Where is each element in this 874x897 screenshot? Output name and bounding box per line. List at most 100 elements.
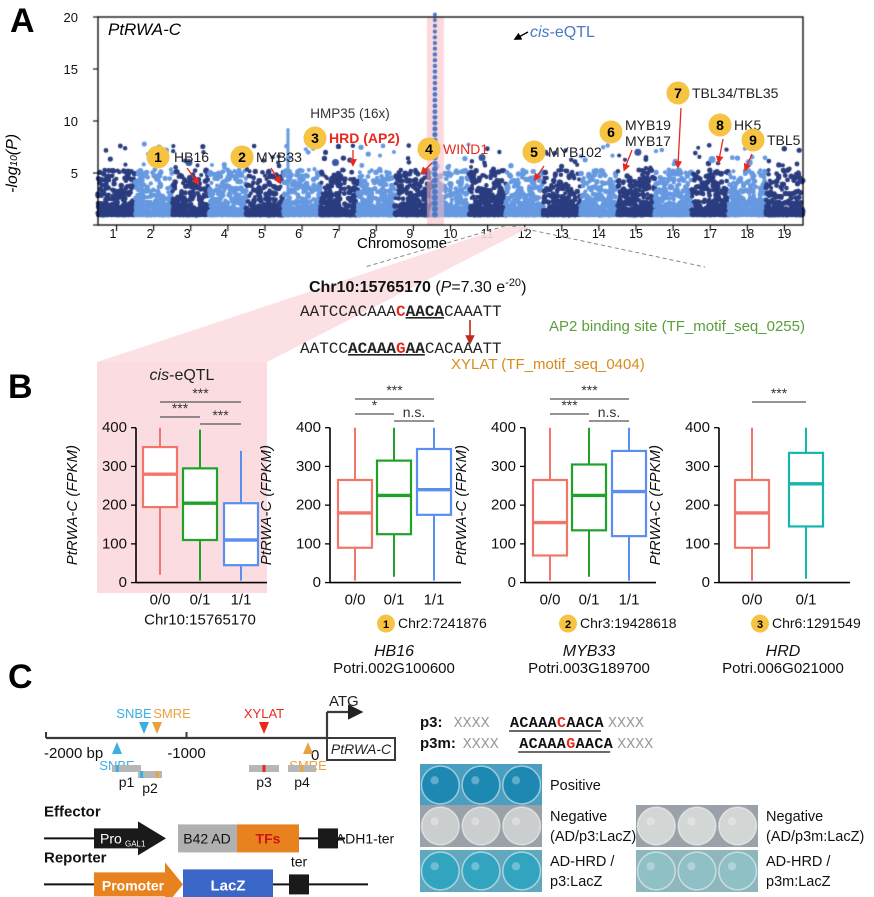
- svg-text:1/1: 1/1: [424, 592, 445, 609]
- svg-text:Potri.002G100600: Potri.002G100600: [333, 660, 455, 677]
- svg-text:1/1: 1/1: [231, 592, 252, 609]
- svg-text:HRD: HRD: [766, 643, 801, 660]
- svg-text:C: C: [557, 715, 566, 732]
- svg-text:C: C: [594, 736, 603, 753]
- svg-text:p4: p4: [294, 774, 310, 790]
- svg-text:A: A: [547, 736, 556, 753]
- svg-text:XXXX: XXXX: [617, 736, 653, 753]
- svg-text:Promoter: Promoter: [102, 877, 165, 893]
- svg-text:XXXX: XXXX: [463, 736, 499, 753]
- svg-text:0/1: 0/1: [384, 592, 405, 609]
- svg-text:A: A: [557, 736, 566, 753]
- svg-text:100: 100: [296, 535, 321, 552]
- svg-text:PtRWA-C: PtRWA-C: [331, 741, 392, 757]
- svg-text:1/1: 1/1: [619, 592, 640, 609]
- svg-text:0: 0: [508, 574, 516, 591]
- svg-text:Positive: Positive: [550, 778, 601, 794]
- svg-text:G: G: [566, 736, 575, 753]
- svg-text:-1000: -1000: [167, 745, 205, 762]
- svg-text:p1: p1: [119, 774, 135, 790]
- svg-text:C: C: [519, 715, 528, 732]
- svg-text:PtRWA-C (FPKM): PtRWA-C (FPKM): [453, 445, 470, 565]
- svg-text:A: A: [576, 715, 585, 732]
- svg-text:MYB33: MYB33: [563, 643, 616, 660]
- svg-text:200: 200: [685, 497, 710, 514]
- svg-text:300: 300: [685, 458, 710, 475]
- svg-text:Chr2:7241876: Chr2:7241876: [398, 615, 487, 631]
- svg-text:200: 200: [491, 497, 516, 514]
- svg-text:A: A: [566, 715, 575, 732]
- svg-text:1: 1: [383, 619, 389, 631]
- svg-text:XXXX: XXXX: [454, 715, 490, 732]
- svg-text:C: C: [529, 736, 538, 753]
- svg-text:AATCCACAAACAACACAAATT: AATCCACAAACAACACAAATT: [300, 303, 502, 321]
- svg-text:SNBE: SNBE: [116, 706, 152, 721]
- svg-text:0/0: 0/0: [742, 592, 763, 609]
- svg-text:Chr3:19428618: Chr3:19428618: [580, 615, 677, 631]
- svg-text:p2: p2: [142, 780, 158, 796]
- svg-text:400: 400: [685, 419, 710, 436]
- svg-text:A: A: [510, 715, 519, 732]
- svg-text:B42 AD: B42 AD: [183, 830, 230, 846]
- svg-text:***: ***: [386, 382, 403, 398]
- svg-text:100: 100: [102, 535, 127, 552]
- svg-text:XXXX: XXXX: [608, 715, 644, 732]
- svg-text:***: ***: [212, 407, 229, 423]
- svg-text:cis-eQTL: cis-eQTL: [150, 367, 215, 384]
- svg-text:400: 400: [491, 419, 516, 436]
- svg-text:SMRE: SMRE: [153, 706, 191, 721]
- svg-text:n.s.: n.s.: [598, 404, 621, 420]
- svg-text:300: 300: [491, 458, 516, 475]
- svg-text:p3: p3: [256, 774, 272, 790]
- svg-text:A: A: [604, 736, 613, 753]
- svg-text:0: 0: [702, 574, 710, 591]
- svg-text:PtRWA-C (FPKM): PtRWA-C (FPKM): [258, 445, 275, 565]
- svg-text:Potri.006G021000: Potri.006G021000: [722, 660, 844, 677]
- svg-text:(AD/p3m:LacZ): (AD/p3m:LacZ): [766, 829, 864, 845]
- svg-text:A: A: [548, 715, 557, 732]
- svg-text:300: 300: [296, 458, 321, 475]
- svg-text:***: ***: [172, 400, 189, 416]
- svg-text:Negative: Negative: [550, 809, 607, 825]
- svg-text:A: A: [538, 715, 547, 732]
- svg-text:A: A: [519, 736, 528, 753]
- svg-text:AP2 binding site (TF_motif_seq: AP2 binding site (TF_motif_seq_0255): [549, 318, 805, 335]
- svg-text:A: A: [585, 736, 594, 753]
- svg-text:0: 0: [119, 574, 127, 591]
- svg-text:Potri.003G189700: Potri.003G189700: [528, 660, 650, 677]
- svg-text:AD-HRD /: AD-HRD /: [550, 854, 615, 870]
- svg-text:200: 200: [296, 497, 321, 514]
- svg-text:GAL1: GAL1: [125, 839, 146, 848]
- svg-text:200: 200: [102, 497, 127, 514]
- svg-text:p3:: p3:: [420, 714, 443, 731]
- svg-text:TFs: TFs: [256, 830, 281, 846]
- svg-text:0/1: 0/1: [579, 592, 600, 609]
- svg-text:PtRWA-C (FPKM): PtRWA-C (FPKM): [647, 445, 664, 565]
- svg-text:Effector: Effector: [44, 803, 101, 820]
- svg-text:-2000 bp: -2000 bp: [44, 745, 103, 762]
- svg-text:0/1: 0/1: [190, 592, 211, 609]
- svg-text:***: ***: [192, 385, 209, 401]
- svg-text:0/0: 0/0: [540, 592, 561, 609]
- svg-text:***: ***: [561, 397, 578, 413]
- svg-text:A: A: [538, 736, 547, 753]
- svg-text:ter: ter: [291, 853, 308, 869]
- svg-text:100: 100: [491, 535, 516, 552]
- svg-text:ATG: ATG: [329, 693, 359, 710]
- svg-text:0/0: 0/0: [150, 592, 171, 609]
- svg-text:p3m:: p3m:: [420, 735, 456, 752]
- svg-text:Pro: Pro: [100, 830, 122, 846]
- svg-text:400: 400: [102, 419, 127, 436]
- svg-text:Reporter: Reporter: [44, 849, 107, 866]
- svg-text:Negative: Negative: [766, 809, 823, 825]
- svg-text:400: 400: [296, 419, 321, 436]
- svg-text:0: 0: [313, 574, 321, 591]
- svg-text:A: A: [576, 736, 585, 753]
- svg-text:3: 3: [757, 619, 763, 631]
- svg-text:*: *: [372, 397, 378, 413]
- svg-text:Chr10:15765170 (P=7.30 e-20): Chr10:15765170 (P=7.30 e-20): [309, 277, 526, 296]
- svg-text:LacZ: LacZ: [210, 877, 245, 894]
- svg-text:n.s.: n.s.: [403, 404, 426, 420]
- svg-text:C: C: [585, 715, 594, 732]
- svg-text:AD-HRD /: AD-HRD /: [766, 854, 831, 870]
